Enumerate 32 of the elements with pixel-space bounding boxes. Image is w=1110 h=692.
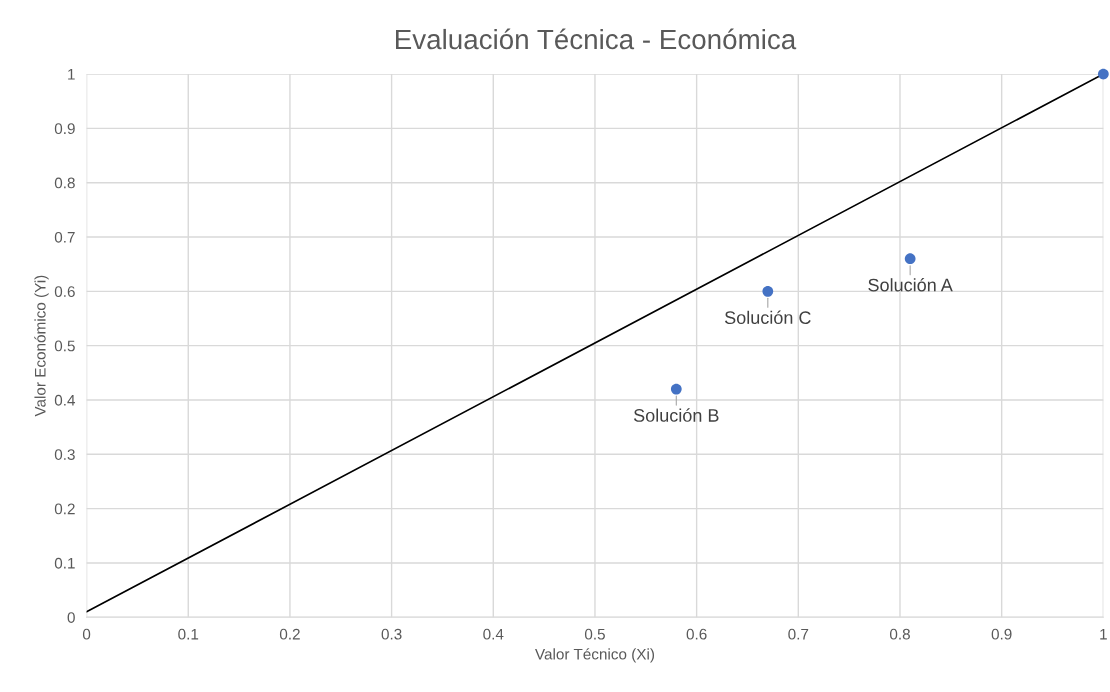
x-tick-label: 1: [1100, 628, 1107, 640]
annotation: Solución C: [724, 310, 811, 325]
x-tick-label: 0: [82, 628, 91, 640]
point: [670, 383, 682, 395]
y-tick-label: 0.5: [54, 340, 75, 352]
y-tick-label: 0.7: [54, 231, 75, 243]
x-tick-label: 0.2: [279, 628, 300, 640]
point: [762, 285, 774, 297]
y-tick-label: 0.4: [54, 394, 76, 406]
x-tick-label: 0.7: [788, 628, 809, 640]
point: [1097, 68, 1109, 80]
x-tick-label: 0.3: [381, 628, 402, 640]
x-axis-title: Valor Técnico (Xi): [535, 648, 655, 663]
x-tick-label: 0.8: [889, 628, 910, 640]
annotation: Solución B: [633, 408, 719, 422]
y-axis-title: Valor Económico (Yi): [34, 275, 49, 417]
y-tick-label: 0.2: [54, 503, 75, 515]
y-tick-label: 1: [68, 69, 75, 80]
x-tick-label: 0.9: [991, 628, 1012, 640]
y-tick-label: 0.3: [54, 449, 75, 460]
x-tick-label: 0.6: [686, 628, 707, 640]
x-tick-label: 0.5: [584, 628, 605, 640]
x-tick-label: 0.1: [178, 628, 199, 640]
chart-title: Evaluación Técnica - Económica: [396, 28, 797, 50]
y-tick-label: 0.6: [54, 286, 75, 298]
y-tick-label: 0.1: [54, 557, 75, 569]
x-tick-label: 0.4: [483, 628, 504, 640]
point: [904, 253, 916, 265]
annotation: Solución A: [868, 277, 953, 292]
y-tick-label: 0: [67, 612, 75, 623]
y-tick-label: 0.8: [54, 177, 75, 189]
y-tick-label: 0.9: [54, 123, 75, 135]
